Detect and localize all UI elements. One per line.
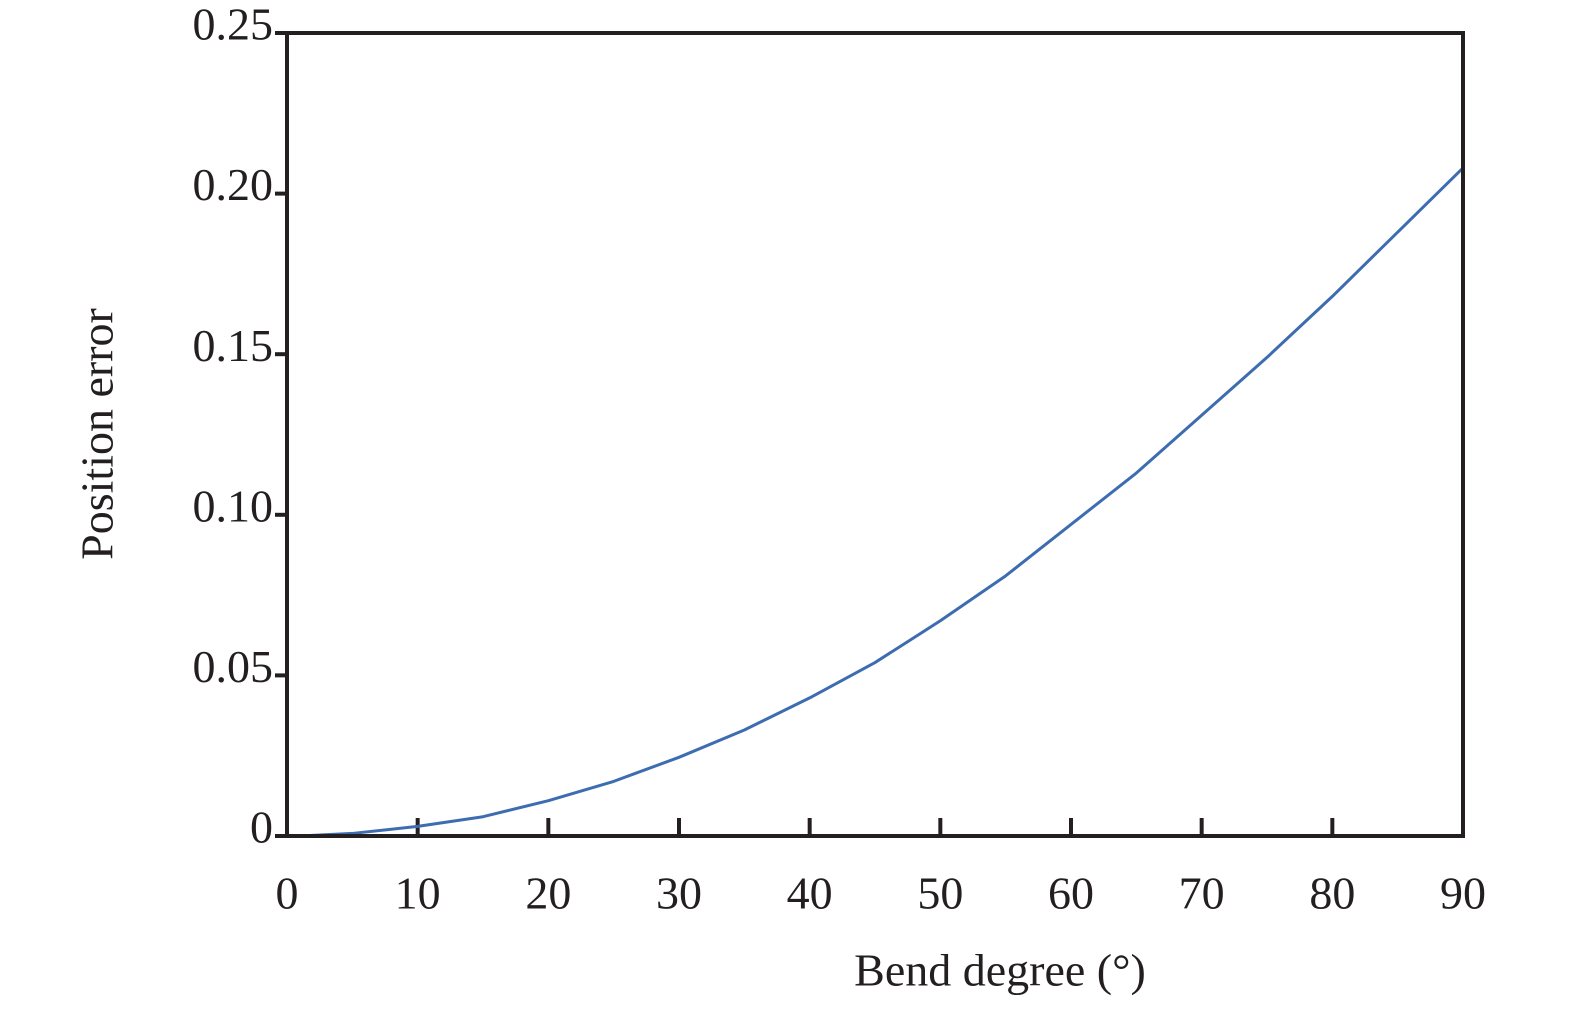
x-tick-label: 50 (917, 868, 963, 919)
x-tick-label: 90 (1440, 868, 1486, 919)
x-tick-label: 80 (1309, 868, 1355, 919)
x-tick-label: 30 (656, 868, 702, 919)
x-tick-label: 60 (1048, 868, 1094, 919)
x-tick-label: 0 (276, 868, 299, 919)
y-tick-label: 0.25 (193, 0, 274, 50)
x-tick-label: 20 (525, 868, 571, 919)
x-tick-label: 10 (395, 868, 441, 919)
y-axis-label: Position error (72, 308, 123, 560)
plot-frame (285, 31, 1465, 838)
x-tick-label: 70 (1179, 868, 1225, 919)
y-tick-label: 0.20 (193, 159, 274, 210)
y-tick-label: 0 (250, 802, 273, 853)
y-tick-label: 0.15 (193, 320, 274, 371)
x-tick-label: 40 (787, 868, 833, 919)
y-tick-label: 0.05 (193, 641, 274, 692)
x-axis-label: Bend degree (°) (854, 945, 1146, 996)
y-tick-label: 0.10 (193, 480, 274, 531)
line (299, 166, 1465, 838)
